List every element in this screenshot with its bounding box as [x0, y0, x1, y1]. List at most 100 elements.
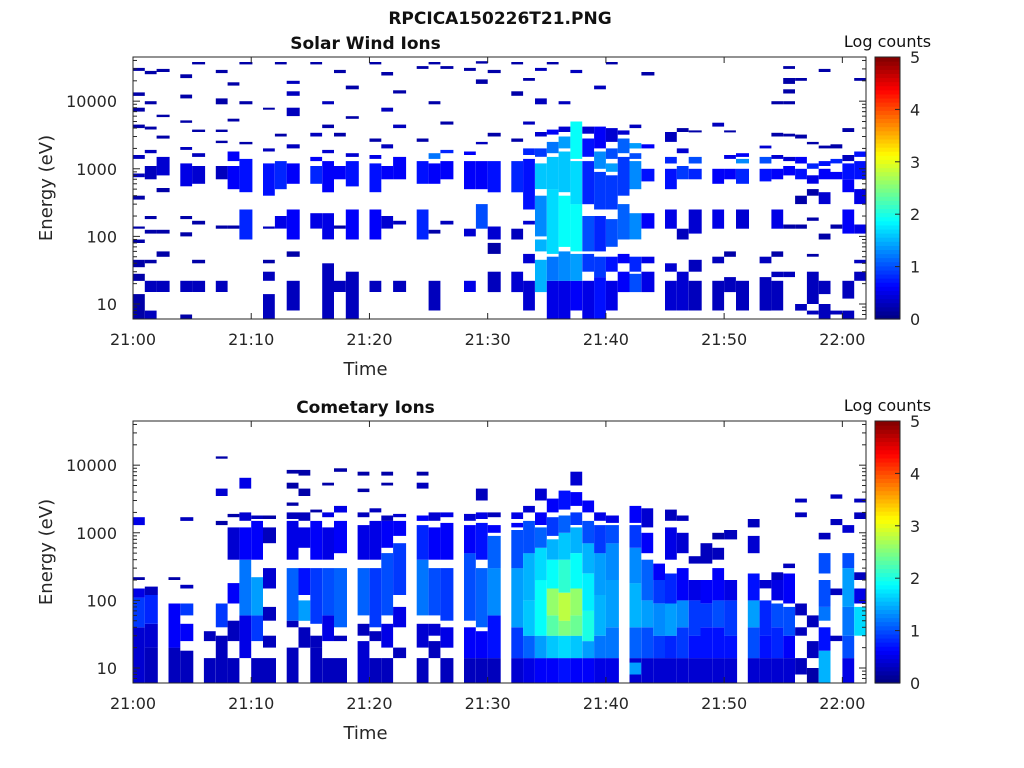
ci-heatmap-cell [203, 631, 216, 642]
ci-heatmap-cell [795, 627, 807, 636]
sw-heatmap-cell [617, 271, 630, 293]
ci-heatmap-cell [180, 584, 194, 589]
sw-heatmap-cell [133, 259, 145, 268]
ci-heatmap-cell [487, 535, 501, 569]
ci-heatmap-cell [334, 520, 347, 554]
ci-heatmap-cell [546, 635, 559, 659]
ci-heatmap-cell [771, 572, 784, 580]
ci-heatmap-cell [215, 635, 228, 683]
ci-heatmap-cell [641, 532, 654, 554]
sw-heatmap-cell [345, 116, 359, 119]
sw-heatmap-cell [558, 136, 571, 149]
sw-heatmap-cell [795, 304, 807, 311]
sw-heatmap-cell [629, 256, 642, 272]
sw-heatmap-cell [641, 72, 655, 76]
ci-heatmap-cell [440, 627, 454, 648]
ci-heatmap-cell [523, 553, 535, 601]
ci-heatmap-cell [381, 471, 394, 476]
sw-heatmap-cell [582, 126, 595, 134]
sw-heatmap-cell [428, 280, 441, 311]
ci-heatmap-cell [605, 627, 619, 659]
ci-colorbar-segment [875, 601, 900, 606]
sw-heatmap-cell [759, 256, 772, 264]
ci-heatmap-cell [535, 512, 547, 525]
ci-heatmap-cell [144, 623, 158, 648]
ci-heatmap-cell [475, 512, 488, 519]
sw-heatmap-cell [570, 161, 583, 205]
ci-heatmap-cell [511, 530, 524, 569]
sw-heatmap-cell [274, 133, 287, 137]
ci-colorbar-segment [875, 502, 900, 508]
sw-heatmap-cell [416, 209, 429, 240]
sw-heatmap-cell [771, 155, 784, 159]
sw-heatmap-cell [192, 259, 206, 264]
ci-colorbar-segment [875, 633, 900, 639]
ci-heatmap-cell [203, 658, 216, 683]
sw-colorbar-segment [875, 241, 900, 246]
ci-heatmap-cell [854, 498, 866, 503]
sw-colorbar-segment [875, 192, 900, 197]
sw-heatmap-cell [830, 171, 843, 180]
sw-heatmap-cell [783, 133, 795, 137]
sw-heatmap-cell [381, 144, 394, 149]
ci-heatmap-cell [381, 658, 394, 683]
ci-heatmap-cell [168, 603, 181, 648]
sw-colorbar-tick-label: 5 [910, 48, 920, 67]
sw-heatmap-cell [712, 256, 725, 264]
sw-colorbar-segment [875, 61, 900, 66]
ci-heatmap-cell [665, 603, 677, 636]
sw-colorbar-segment [875, 233, 900, 238]
sw-heatmap-cell [854, 224, 866, 234]
sw-heatmap-cell [605, 256, 618, 272]
sw-heatmap-cell [369, 209, 382, 240]
sw-heatmap-cell [617, 138, 630, 154]
ci-heatmap-cell [381, 520, 394, 548]
ci-heatmap-cell [676, 658, 689, 683]
ci-heatmap-cell [310, 568, 323, 624]
sw-heatmap-cell [334, 166, 346, 180]
ci-y-tick-label: 1000 [76, 524, 117, 543]
sw-colorbar-segment [875, 212, 900, 218]
ci-colorbar-segment [875, 588, 900, 594]
sw-colorbar-segment [875, 163, 900, 169]
ci-colorbar-segment [875, 429, 900, 434]
ci-heatmap-cell [818, 606, 831, 621]
ci-heatmap-cell [487, 568, 501, 616]
ci-heatmap-cell [830, 494, 843, 499]
ci-heatmap-cell [676, 627, 689, 659]
sw-heatmap-cell [724, 155, 736, 159]
ci-heatmap-cell [594, 595, 606, 636]
ci-heatmap-cell [428, 641, 441, 659]
sw-panel-title: Solar Wind Ions [290, 34, 441, 54]
sw-heatmap-cell [322, 213, 334, 240]
sw-heatmap-cell [759, 277, 772, 311]
sw-heatmap-cell [688, 156, 702, 164]
ci-colorbar-segment [875, 556, 900, 561]
ci-heatmap-cell [806, 641, 819, 659]
ci-heatmap-cell [582, 543, 595, 574]
sw-colorbar-segment [875, 216, 900, 222]
sw-colorbar-segment [875, 237, 900, 242]
sw-heatmap-cell [192, 220, 206, 225]
ci-heatmap-cell [487, 512, 501, 518]
ci-heatmap-cell [629, 505, 642, 523]
sw-heatmap-cell [511, 161, 524, 193]
ci-x-tick-label: 21:40 [583, 694, 629, 713]
sw-heatmap-cell [665, 168, 677, 190]
sw-colorbar-segment [875, 142, 900, 148]
ci-heatmap-cell [180, 650, 194, 683]
ci-heatmap-cell [712, 627, 725, 659]
sw-heatmap-cell [688, 259, 702, 272]
sw-heatmap-cell [180, 314, 193, 319]
sw-heatmap-cell [665, 209, 677, 229]
ci-heatmap-cell [263, 515, 276, 519]
sw-heatmap-cell [286, 107, 300, 117]
sw-heatmap-cell [676, 148, 689, 154]
sw-heatmap-cell [688, 280, 702, 311]
sw-heatmap-cell [263, 294, 275, 319]
ci-panel-title: Cometary Ions [296, 398, 435, 418]
sw-heatmap-cell [783, 101, 795, 105]
sw-heatmap-cell [428, 163, 441, 184]
ci-heatmap-cell [381, 515, 394, 521]
ci-colorbar-tick-label: 4 [910, 464, 920, 483]
